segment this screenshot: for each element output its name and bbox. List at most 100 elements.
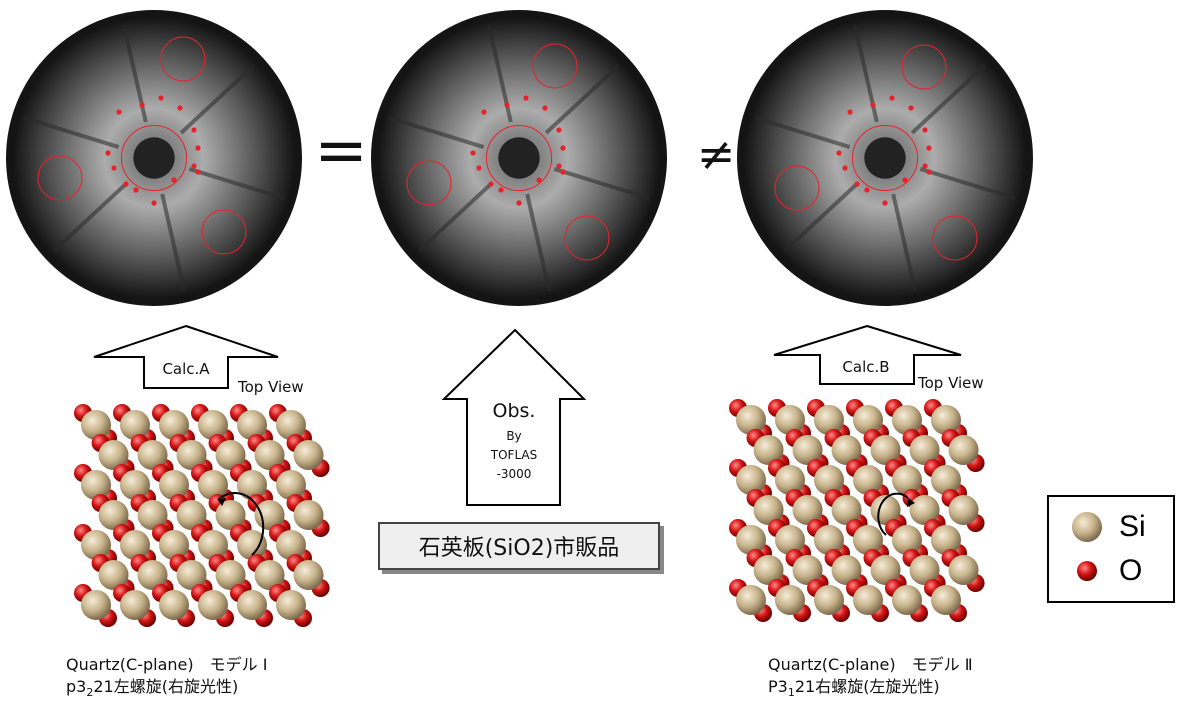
calc-b-band	[919, 167, 1016, 201]
model-1-si-atom	[98, 500, 129, 530]
model-1-line2: p3221左螺旋(右旋光性)	[66, 676, 267, 700]
model-2-si-atom	[831, 495, 862, 525]
legend: Si O	[1047, 495, 1175, 603]
model-1-si-atom	[81, 530, 111, 560]
model-1-si-atom	[276, 410, 306, 440]
model-2-line2: P3121右螺旋(左旋光性)	[768, 676, 973, 700]
calc-b-marker-dot	[908, 105, 914, 111]
model-1-si-atom	[237, 410, 267, 440]
model-1-si-atom	[276, 470, 306, 500]
rotation-arrow-left-head	[218, 498, 226, 506]
diffraction-pattern-observed	[371, 10, 667, 306]
model-2-si-atom	[831, 435, 862, 465]
rotation-arrow-right-head	[907, 498, 915, 507]
legend-item-si: Si	[1069, 509, 1146, 545]
model-2-si-atom	[775, 585, 805, 615]
arrow-calc-b: Calc.B	[773, 324, 962, 385]
model-1-si-atom	[237, 470, 267, 500]
arrow-observed-label: Obs.	[493, 400, 536, 422]
sample-label: 石英板(SiO2)市販品	[418, 536, 620, 561]
observed-marker-dot	[536, 177, 542, 183]
calc-b-marker-dot	[854, 181, 860, 187]
model-2-si-atom	[792, 555, 823, 585]
model-1-si-atom	[120, 590, 150, 620]
model-2-si-atom	[753, 435, 784, 465]
calc-b-marker-dot	[836, 150, 842, 156]
calc-b-marker-dot	[864, 187, 870, 193]
not-equal-sign: ≠	[697, 127, 736, 181]
model-2-si-atom	[853, 465, 883, 495]
model-2-si-atom	[814, 465, 844, 495]
model-2-si-atom	[753, 495, 784, 525]
model-1-si-atom	[98, 560, 129, 590]
calc-b-marker-dot	[926, 145, 932, 151]
model-2-si-atom	[909, 435, 940, 465]
model-1-group-prefix: p3	[66, 677, 87, 696]
calc-a-marker-dot	[171, 177, 177, 183]
model-1-si-atom	[159, 410, 189, 440]
calc-b-band	[910, 64, 987, 135]
calc-b-band	[783, 181, 860, 252]
calc-a-marker-circle	[37, 155, 83, 201]
calc-a-band	[52, 181, 129, 252]
observed-marker-dot	[523, 95, 529, 101]
observed-marker-circle	[406, 160, 452, 206]
legend-label-si: Si	[1119, 510, 1146, 543]
observed-band	[417, 181, 494, 252]
model-1-si-atom	[137, 440, 168, 470]
observed-marker-dot	[542, 105, 548, 111]
observed-marker-dot	[556, 127, 562, 133]
observed-band	[553, 167, 650, 201]
calc-a-marker-dot	[191, 163, 197, 169]
calc-a-marker-dot	[191, 127, 197, 133]
calc-a-marker-dot	[158, 95, 164, 101]
calc-b-center-hole	[864, 137, 906, 179]
observed-marker-dot	[560, 169, 566, 175]
model-1-si-atom	[159, 590, 189, 620]
model-2-caption: Quartz(C-plane) モデル Ⅱ P3121右螺旋(左旋光性)	[768, 654, 973, 700]
model-2-si-atom	[892, 525, 922, 555]
model-2-si-atom	[909, 495, 940, 525]
arrow-calc-b-label: Calc.B	[842, 358, 889, 376]
observed-marker-dot	[476, 165, 482, 171]
model-2-si-atom	[814, 525, 844, 555]
calc-a-marker-dot	[195, 169, 201, 175]
calc-a-marker-circle	[160, 36, 206, 82]
observed-band	[388, 115, 485, 149]
model-2-si-atom	[736, 525, 766, 555]
calc-a-marker-dot	[116, 109, 122, 115]
calc-a-band	[179, 64, 256, 135]
model-1-si-atom	[293, 500, 324, 530]
model-1-si-atom	[276, 530, 306, 560]
model-1-si-atom	[276, 590, 306, 620]
model-1-si-atom	[98, 440, 129, 470]
model-1-si-atom	[198, 590, 228, 620]
calc-b-marker-dot	[922, 127, 928, 133]
model-2-si-atom	[736, 585, 766, 615]
model-2-si-atom	[853, 405, 883, 435]
calc-a-band	[188, 167, 285, 201]
model-2-si-atom	[736, 405, 766, 435]
model-2-si-atom	[853, 585, 883, 615]
calc-b-marker-dot	[922, 163, 928, 169]
model-1-si-atom	[198, 470, 228, 500]
observed-band	[525, 193, 552, 292]
calc-b-marker-dot	[902, 177, 908, 183]
model-2-si-atom	[814, 585, 844, 615]
model-1-si-atom	[137, 500, 168, 530]
model-2-si-atom	[931, 405, 961, 435]
model-1-si-atom	[254, 560, 285, 590]
calc-b-band	[891, 193, 918, 292]
model-2-si-atom	[931, 525, 961, 555]
top-view-label-right: Top View	[917, 374, 984, 392]
legend-label-o: O	[1119, 554, 1143, 587]
observed-marker-dot	[488, 181, 494, 187]
diffraction-pattern-calc-b	[737, 10, 1033, 306]
calc-b-marker-circle	[774, 165, 820, 211]
observed-marker-circle	[564, 215, 610, 261]
model-2-si-atom	[831, 555, 862, 585]
model-1-si-atom	[120, 410, 150, 440]
model-2-si-atom	[870, 555, 901, 585]
arrow-observed-by: By	[506, 429, 521, 443]
arrow-calc-a: Calc.A	[93, 324, 279, 389]
